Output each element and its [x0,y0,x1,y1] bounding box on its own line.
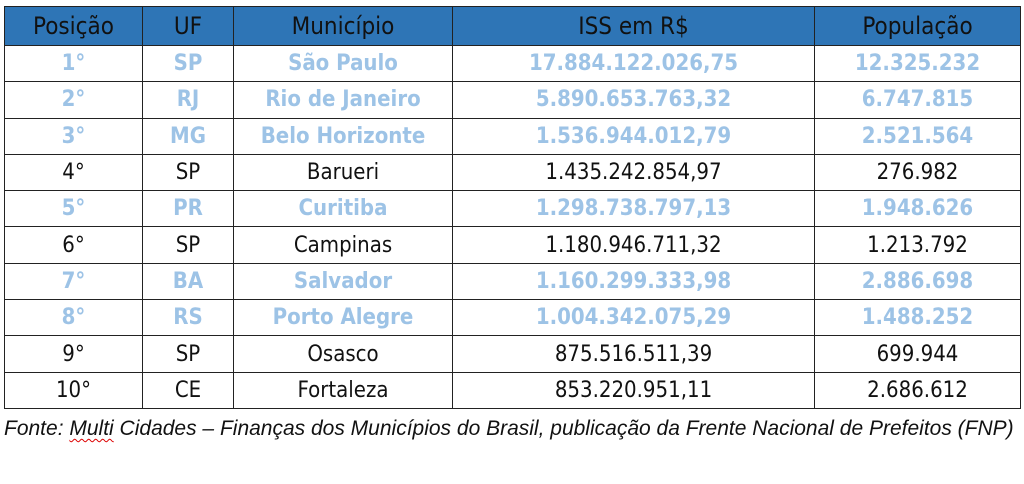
table-row: 2° RJ Rio de Janeiro 5.890.653.763,32 6.747.… [4,81,1021,119]
cell-pos: 2° [4,81,143,119]
cell-municipio: Fortaleza [233,371,453,409]
cell-populacao: 2.886.698 [814,262,1021,301]
cell-municipio: Porto Alegre [233,299,453,337]
cell-pos: 4° [4,153,143,192]
table-header-row: Posição UF Município ISS em R$ População [4,6,1021,46]
cell-pos: 9° [4,335,143,373]
cell-uf: CE [142,371,234,409]
caption-prefix: Fonte: [4,417,70,440]
cell-uf: SP [142,335,234,373]
table-row: 4° SP Barueri 1.435.242.854,97 276.982 [4,153,1021,192]
cell-iss: 17.884.122.026,75 [452,44,815,83]
cell-iss: 853.220.951,11 [452,371,815,409]
cell-iss: 5.890.653.763,32 [452,81,815,119]
cell-municipio: Osasco [233,335,453,373]
iss-ranking-table: Posição UF Município ISS em R$ População… [4,6,1021,409]
cell-populacao: 2.521.564 [814,117,1021,155]
cell-uf: SP [142,226,234,264]
cell-iss: 1.180.946.711,32 [452,226,815,264]
cell-uf: SP [142,153,234,192]
cell-iss: 875.516.511,39 [452,335,815,373]
cell-uf: PR [142,190,234,228]
table-row: 5° PR Curitiba 1.298.738.797,13 1.948.626 [4,190,1021,228]
cell-uf: RS [142,299,234,337]
cell-pos: 3° [4,117,143,155]
cell-pos: 7° [4,262,143,301]
cell-populacao: 12.325.232 [814,44,1021,83]
cell-municipio: Rio de Janeiro [233,81,453,119]
cell-pos: 6° [4,226,143,264]
cell-municipio: Salvador [233,262,453,301]
header-posicao: Posição [4,6,143,46]
cell-populacao: 276.982 [814,153,1021,192]
cell-populacao: 2.686.612 [814,371,1021,409]
caption-rest: Cidades – Finanças dos Municípios do Bra… [113,417,1014,440]
cell-uf: BA [142,262,234,301]
header-municipio: Município [233,6,453,46]
cell-iss: 1.435.242.854,97 [452,153,815,192]
cell-populacao: 6.747.815 [814,81,1021,119]
cell-pos: 10° [4,371,143,409]
cell-municipio: Campinas [233,226,453,264]
table-row: 7° BA Salvador 1.160.299.333,98 2.886.698 [4,262,1021,301]
header-iss: ISS em R$ [452,6,815,46]
table-row: 9° SP Osasco 875.516.511,39 699.944 [4,335,1021,373]
cell-populacao: 699.944 [814,335,1021,373]
source-caption: Fonte: Multi Cidades – Finanças dos Muni… [4,408,1020,450]
cell-municipio: São Paulo [233,44,453,83]
cell-municipio: Barueri [233,153,453,192]
cell-pos: 1° [4,44,143,83]
cell-pos: 5° [4,190,143,228]
cell-uf: SP [142,44,234,83]
cell-populacao: 1.488.252 [814,299,1021,337]
cell-iss: 1.004.342.075,29 [452,299,815,337]
cell-populacao: 1.213.792 [814,226,1021,264]
cell-iss: 1.536.944.012,79 [452,117,815,155]
table-row: 6° SP Campinas 1.180.946.711,32 1.213.792 [4,226,1021,264]
cell-iss: 1.298.738.797,13 [452,190,815,228]
cell-uf: RJ [142,81,234,119]
header-populacao: População [814,6,1021,46]
table-row: 1° SP São Paulo 17.884.122.026,75 12.325.232 [4,44,1021,83]
table-row: 3° MG Belo Horizonte 1.536.944.012,79 2.521.… [4,117,1021,155]
table-row: 10° CE Fortaleza 853.220.951,11 2.686.612 [4,371,1021,409]
cell-uf: MG [142,117,234,155]
header-uf: UF [142,6,234,46]
cell-pos: 8° [4,299,143,337]
spellcheck-flagged-word: Multi [69,417,114,440]
cell-populacao: 1.948.626 [814,190,1021,228]
cell-iss: 1.160.299.333,98 [452,262,815,301]
cell-municipio: Belo Horizonte [233,117,453,155]
table-row: 8° RS Porto Alegre 1.004.342.075,29 1.488.25… [4,299,1021,337]
cell-municipio: Curitiba [233,190,453,228]
